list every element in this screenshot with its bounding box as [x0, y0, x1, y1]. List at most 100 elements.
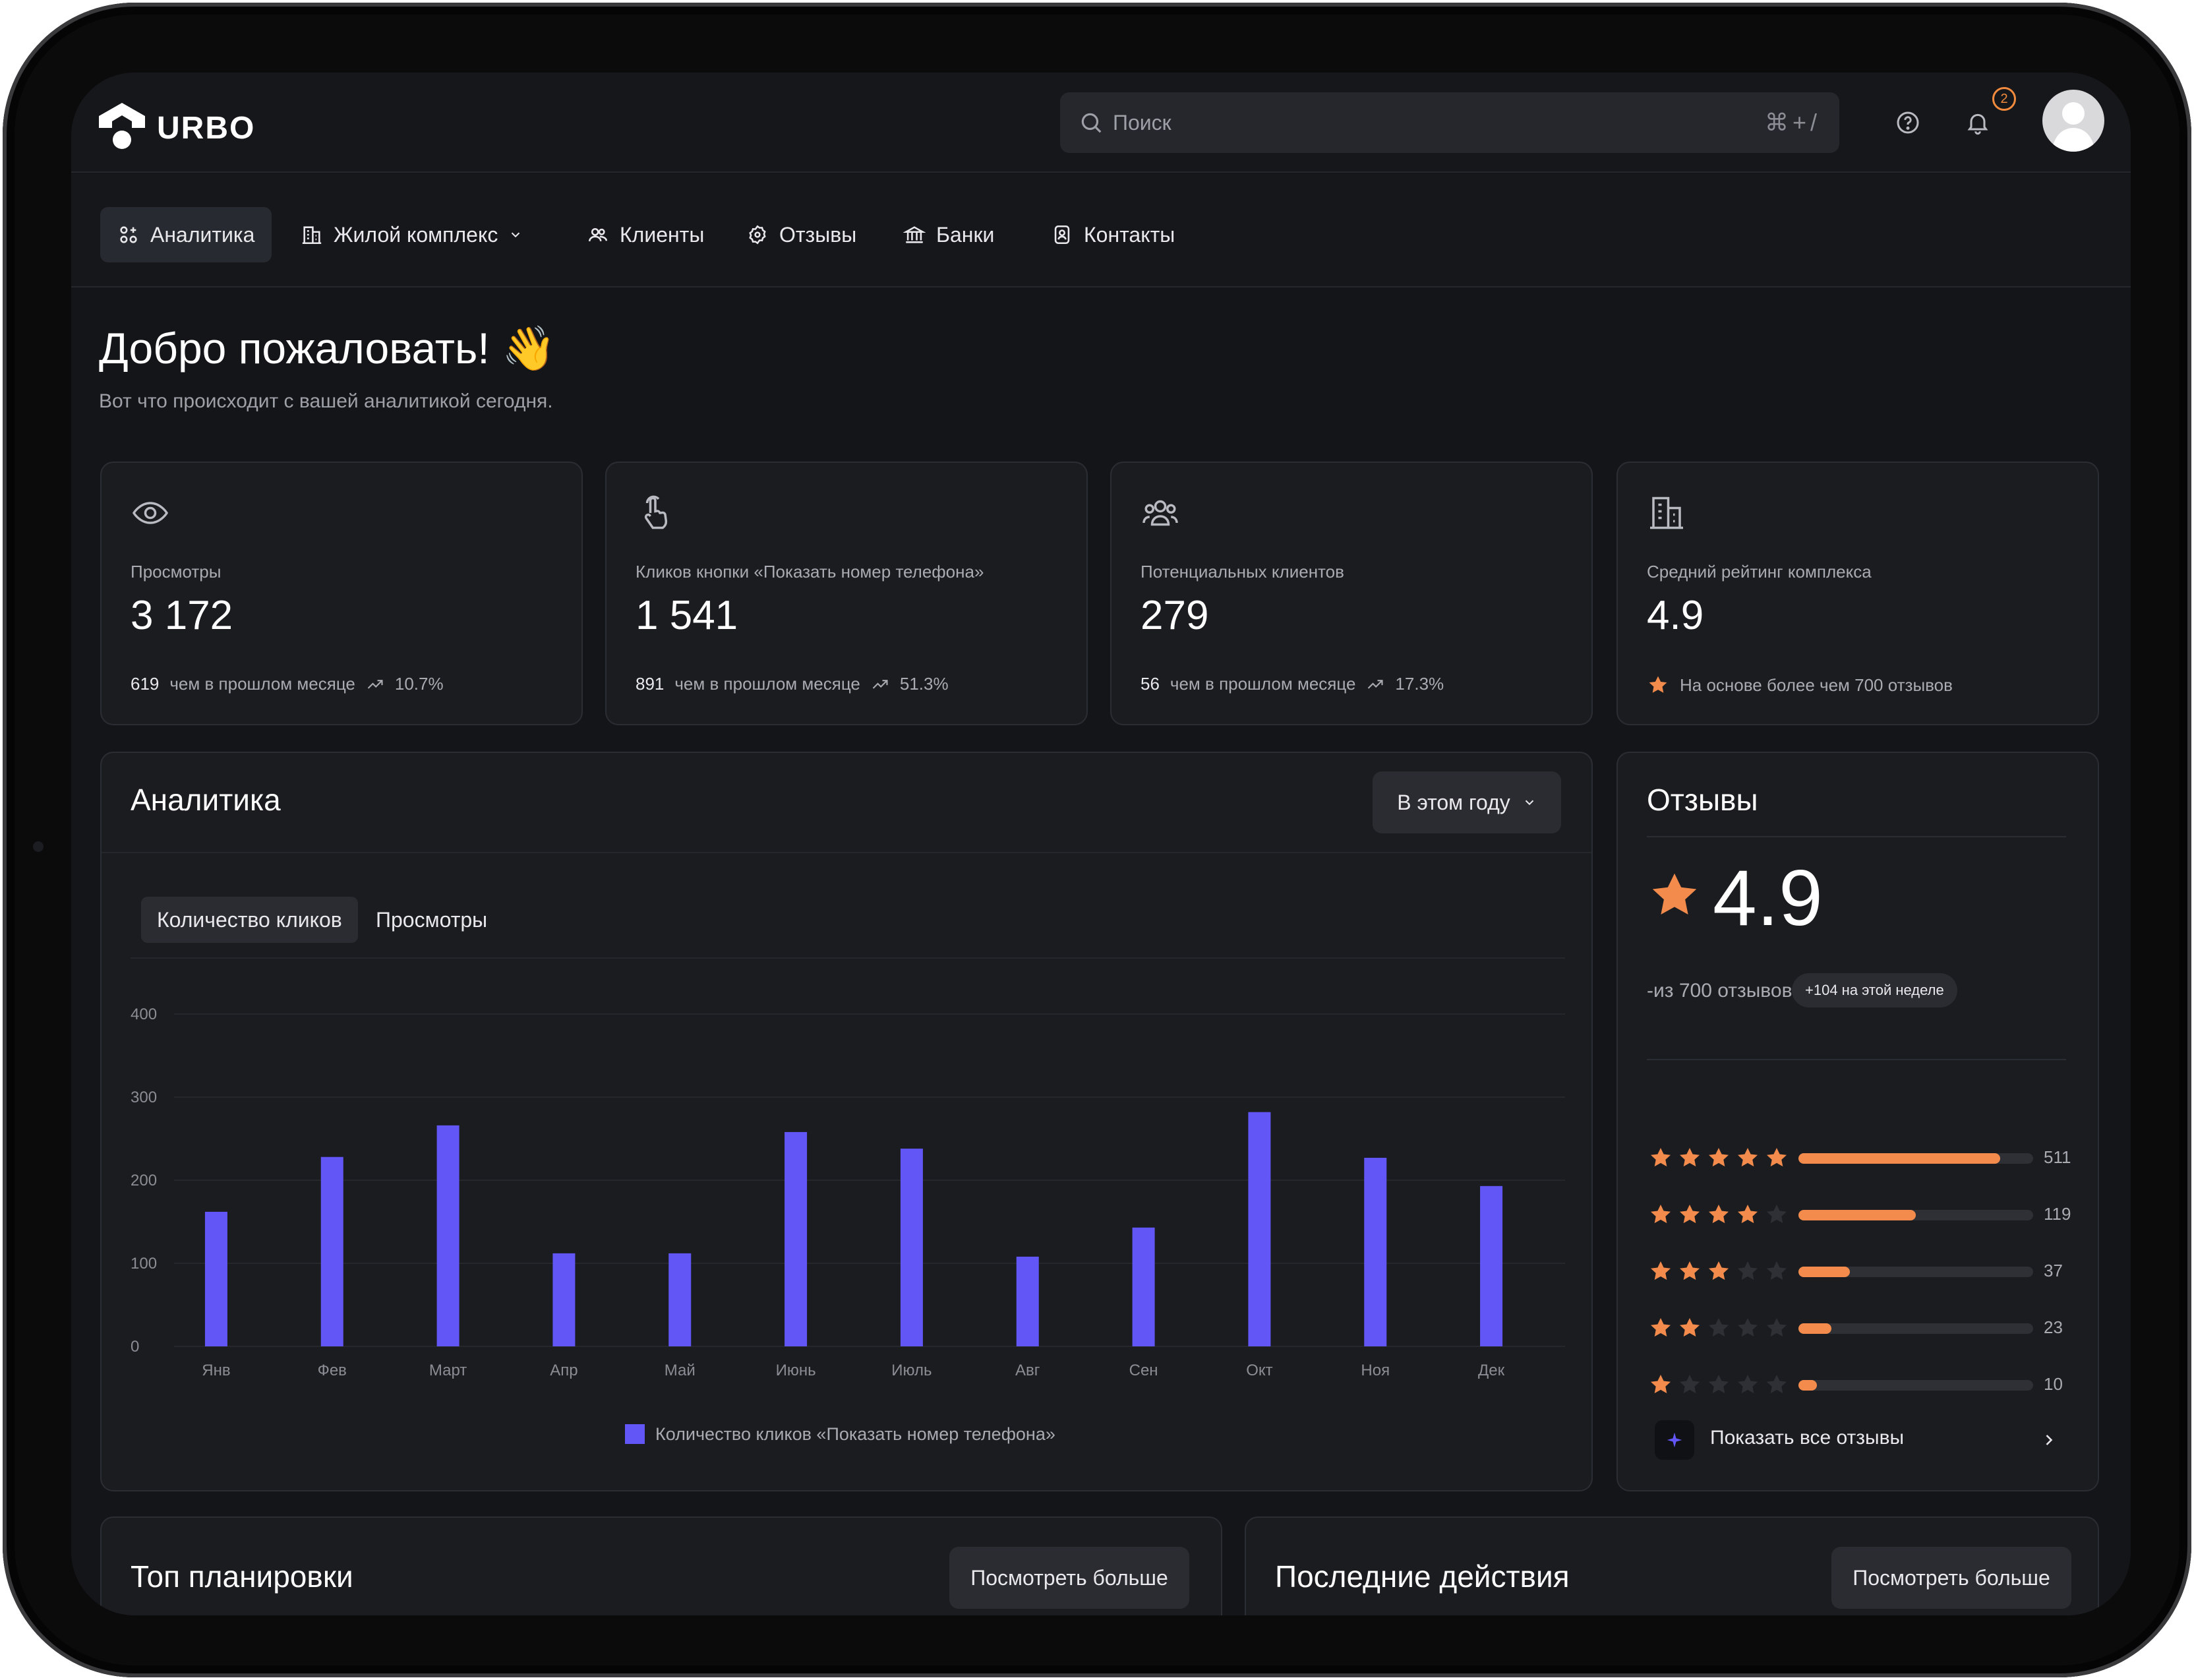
star-icon — [1708, 1261, 1729, 1280]
nav-label: Клиенты — [620, 222, 705, 247]
star-icon — [1766, 1204, 1787, 1224]
nav-label: Банки — [936, 222, 995, 247]
grid-plus-icon — [120, 226, 137, 243]
stat-delta-text: чем в прошлом месяце — [674, 674, 860, 694]
rating-bar-fill — [1798, 1380, 1818, 1391]
rating-row-4: 119 — [1648, 1201, 2083, 1228]
rating-bar-fill — [1798, 1210, 1916, 1220]
stat-footer: 891 чем в прошлом месяце 51.3% — [636, 674, 949, 694]
nav-item-residential-complex[interactable]: Жилой комплекс — [283, 207, 540, 262]
logo-icon — [99, 103, 145, 149]
contact-book-icon — [1054, 225, 1070, 245]
rating-bar-fill — [1798, 1267, 1851, 1277]
star-icon — [1650, 1147, 1671, 1167]
trend-up-icon — [872, 679, 888, 689]
rating-row-3: 37 — [1648, 1258, 2083, 1284]
x-tick-label: Июнь — [776, 1362, 816, 1379]
star-rating — [1648, 1315, 1793, 1340]
camera-dot — [33, 841, 44, 852]
reviews-count: -из 700 отзывов — [1647, 980, 1793, 1002]
star-icon — [1708, 1147, 1729, 1167]
divider — [102, 852, 1591, 853]
star-icon — [1766, 1147, 1787, 1167]
show-all-reviews-link[interactable]: Показать все отзывы — [1710, 1427, 1905, 1449]
tablet-frame: URBO ⌘+/ 2 — [3, 3, 2191, 1677]
users-group-icon — [1142, 500, 1178, 526]
nav-label: Контакты — [1084, 222, 1175, 247]
stat-card-potential-clients: Потенциальных клиентов 279 56 чем в прош… — [1110, 462, 1593, 725]
chevron-down-icon — [512, 232, 520, 238]
nav-item-reviews[interactable]: Отзывы — [729, 207, 874, 262]
rating-bar-track — [1798, 1380, 2033, 1391]
x-tick-label: Дек — [1478, 1362, 1505, 1379]
nav-item-contacts[interactable]: Контакты — [1034, 207, 1192, 262]
period-select[interactable]: В этом году — [1373, 771, 1561, 833]
x-tick-label: Апр — [550, 1362, 578, 1379]
stat-delta: 891 — [636, 674, 665, 694]
help-icon[interactable] — [1895, 109, 1921, 136]
stat-card-phone-clicks: Кликов кнопки «Показать номер телефона» … — [605, 462, 1088, 725]
plans-see-more-button[interactable]: Посмотреть больше — [949, 1547, 1189, 1609]
star-icon — [1679, 1261, 1700, 1280]
actions-see-more-button[interactable]: Посмотреть больше — [1831, 1547, 2071, 1609]
bar — [1364, 1157, 1387, 1346]
stat-footer: На основе более чем 700 отзывов — [1647, 674, 1953, 696]
tab-clicks[interactable]: Количество кликов — [141, 897, 358, 943]
nav-item-analytics[interactable]: Аналитика — [100, 207, 272, 262]
stat-percent: 51.3% — [899, 674, 949, 694]
search-bar[interactable]: ⌘+/ — [1060, 92, 1839, 153]
review-badge-icon — [749, 225, 766, 245]
rating-count: 23 — [2044, 1317, 2063, 1337]
logo[interactable]: URBO — [98, 102, 255, 154]
star-icon — [1650, 1204, 1671, 1224]
nav-label: Жилой комплекс — [334, 222, 498, 247]
building-icon — [1650, 496, 1683, 529]
star-rating — [1648, 1372, 1793, 1397]
rating-row-1: 10 — [1648, 1371, 2083, 1398]
page-subtitle: Вот что происходит с вашей аналитикой се… — [99, 390, 553, 412]
main-nav: Аналитика Жилой комплекс Клиенты Отзыв — [71, 174, 2131, 287]
star-icon — [1650, 1374, 1671, 1394]
star-icon — [1679, 1317, 1700, 1337]
clicks-bar-chart: 0 100 200 300 400 Янв Фев Март Апр Май Июнь Июль Авг… — [131, 1005, 1565, 1444]
star-icon — [1679, 1147, 1700, 1167]
nav-item-banks[interactable]: Банки — [886, 207, 1011, 262]
sparkle-badge — [1655, 1420, 1694, 1460]
reviews-panel: Отзывы 4.9 -из 700 отзывов +104 на этой … — [1616, 752, 2099, 1491]
bar — [320, 1156, 343, 1346]
bell-icon[interactable] — [1965, 109, 1991, 136]
y-tick-label: 300 — [131, 1089, 157, 1106]
legend-swatch — [625, 1424, 645, 1444]
star-icon — [1679, 1204, 1700, 1224]
x-tick-label: Окт — [1246, 1362, 1272, 1379]
rating-count: 511 — [2044, 1147, 2071, 1167]
rating-row-5: 511 — [1648, 1145, 2083, 1171]
divider — [1647, 836, 2066, 837]
tab-views[interactable]: Просмотры — [360, 897, 503, 943]
x-tick-label: Июль — [891, 1362, 932, 1379]
page-title: Добро пожаловать! 👋 — [99, 324, 556, 373]
star-icon — [1737, 1204, 1758, 1224]
star-rating — [1648, 1259, 1793, 1284]
nav-item-clients[interactable]: Клиенты — [570, 207, 721, 262]
star-icon — [1737, 1261, 1758, 1280]
reviews-title: Отзывы — [1647, 783, 1758, 817]
star-icon — [1766, 1317, 1787, 1337]
analytics-title: Аналитика — [131, 783, 281, 817]
rating-count: 10 — [2044, 1374, 2063, 1394]
stat-label: Потенциальных клиентов — [1141, 562, 1344, 582]
recent-actions-title: Последние действия — [1275, 1559, 1570, 1594]
star-icon — [1737, 1147, 1758, 1167]
y-tick-label: 200 — [131, 1172, 157, 1189]
avatar[interactable] — [2042, 90, 2104, 152]
bar — [668, 1253, 692, 1346]
x-tick-label: Ноя — [1361, 1362, 1390, 1379]
search-input[interactable] — [1113, 110, 1765, 135]
rating-bar-fill — [1798, 1153, 2001, 1164]
chevron-right-icon[interactable] — [2040, 1431, 2058, 1449]
star-icon — [1650, 1317, 1671, 1337]
stat-footer: 56 чем в прошлом месяце 17.3% — [1141, 674, 1444, 694]
stat-note: На основе более чем 700 отзывов — [1680, 675, 1953, 695]
stat-label: Средний рейтинг комплекса — [1647, 562, 1872, 582]
bar — [552, 1253, 576, 1346]
